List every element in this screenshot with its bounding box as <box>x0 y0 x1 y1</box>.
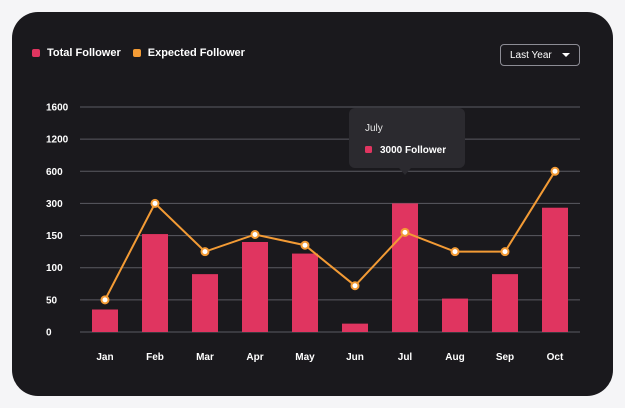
legend-item-total[interactable]: Total Follower <box>32 47 121 59</box>
y-tick-label: 100 <box>46 263 63 274</box>
x-tick-label: Aug <box>445 352 464 363</box>
tooltip-pointer <box>399 168 411 175</box>
period-dropdown[interactable]: Last Year <box>500 44 580 66</box>
y-tick-label: 300 <box>46 199 63 210</box>
y-tick-label: 50 <box>46 295 58 306</box>
expected-point <box>550 166 560 176</box>
y-tick-label: 1600 <box>46 103 69 114</box>
bar <box>292 253 318 332</box>
x-tick-label: Jul <box>398 352 413 363</box>
y-tick-label: 150 <box>46 231 63 242</box>
expected-point <box>250 230 260 239</box>
tooltip-box <box>349 108 465 168</box>
y-tick-label: 0 <box>46 328 52 339</box>
period-dropdown-value: Last Year <box>510 49 552 61</box>
legend: Total Follower Expected Follower <box>32 47 245 59</box>
x-tick-label: Apr <box>246 352 263 363</box>
x-tick-label: Feb <box>146 352 164 363</box>
x-tick-label: Oct <box>547 352 564 363</box>
tooltip-swatch <box>365 146 372 153</box>
x-tick-label: Mar <box>196 352 214 363</box>
legend-swatch-total <box>32 49 40 57</box>
caret-down-icon <box>562 53 570 57</box>
expected-point <box>150 198 160 208</box>
legend-swatch-expected <box>132 49 141 57</box>
bar <box>392 203 418 332</box>
bar <box>442 298 468 332</box>
expected-line <box>104 170 556 301</box>
x-tick-label: Jan <box>96 352 113 363</box>
tooltip-title: July <box>365 123 383 134</box>
expected-point <box>200 247 210 257</box>
expected-point <box>100 295 110 305</box>
expected-point <box>450 247 460 257</box>
y-tick-label: 600 <box>46 167 63 178</box>
bar <box>92 309 118 332</box>
bar <box>142 234 168 332</box>
bar <box>242 242 268 332</box>
expected-point <box>500 247 510 257</box>
x-tick-label: Jun <box>346 352 364 363</box>
expected-point <box>300 240 310 250</box>
bar <box>492 274 518 332</box>
y-tick-label: 1200 <box>46 135 69 146</box>
x-tick-label: Sep <box>496 352 514 363</box>
legend-label-expected: Expected Follower <box>147 47 245 59</box>
legend-item-expected[interactable]: Expected Follower <box>132 47 245 59</box>
expected-point <box>400 227 410 237</box>
bar <box>342 323 368 332</box>
legend-label-total: Total Follower <box>47 47 121 59</box>
x-tick-label: May <box>295 352 315 363</box>
bar <box>192 274 218 332</box>
tooltip-value: 3000 Follower <box>380 145 446 156</box>
expected-point <box>350 281 360 291</box>
bar <box>542 207 568 332</box>
